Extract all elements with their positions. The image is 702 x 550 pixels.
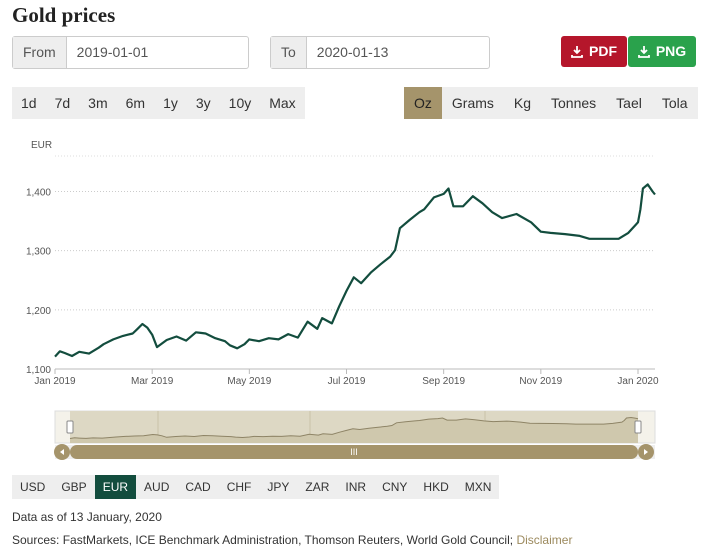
- currency-mxn[interactable]: MXN: [464, 480, 492, 494]
- x-tick-label: Nov 2019: [519, 376, 562, 387]
- to-date-group: To 2020-01-13: [270, 36, 490, 69]
- time-range-selector: 1d 7d 3m 6m 1y 3y 10y Max: [12, 87, 305, 119]
- currency-usd[interactable]: USD: [20, 480, 46, 494]
- download-icon: [637, 46, 650, 58]
- sources-note: Sources: FastMarkets, ICE Benchmark Admi…: [12, 533, 572, 547]
- navigator-area: [70, 417, 638, 443]
- currency-cad[interactable]: CAD: [185, 480, 211, 494]
- range-1d[interactable]: 1d: [21, 95, 37, 111]
- unit-kg[interactable]: Kg: [513, 95, 532, 111]
- range-3m[interactable]: 3m: [88, 95, 108, 111]
- currency-hkd[interactable]: HKD: [423, 480, 449, 494]
- pdf-label: PDF: [589, 43, 617, 59]
- gold-price-chart: 1,100 1,200 1,300 1,400 EUR Jan 2019 Mar 2019 M…: [26, 140, 659, 460]
- range-max[interactable]: Max: [269, 95, 296, 111]
- to-date-input[interactable]: 2020-01-13: [306, 37, 399, 68]
- y-axis-label: EUR: [31, 140, 52, 151]
- y-tick-label: 1,300: [26, 247, 51, 258]
- from-date-input[interactable]: 2019-01-01: [66, 37, 159, 68]
- scroll-right-arrow-icon: [644, 449, 648, 455]
- range-7d[interactable]: 7d: [54, 95, 71, 111]
- currency-chf[interactable]: CHF: [226, 480, 252, 494]
- currency-inr[interactable]: INR: [345, 480, 367, 494]
- from-date-group: From 2019-01-01: [12, 36, 249, 69]
- data-date-note: Data as of 13 January, 2020: [12, 510, 162, 524]
- range-10y[interactable]: 10y: [228, 95, 252, 111]
- unit-grams[interactable]: Grams: [451, 95, 494, 111]
- currency-gbp[interactable]: GBP: [61, 480, 87, 494]
- scrollbar-grip: III: [350, 447, 358, 457]
- disclaimer-link[interactable]: Disclaimer: [516, 533, 573, 547]
- price-series-line: [54, 183, 656, 358]
- scrollbar-thumb: [70, 445, 638, 459]
- x-tick-label: Mar 2019: [131, 376, 174, 387]
- png-download-button[interactable]: PNG: [628, 36, 696, 67]
- navigator-range-handle: [66, 420, 74, 434]
- navigator-series-line: [69, 416, 639, 439]
- pdf-download-button[interactable]: PDF: [561, 36, 627, 67]
- currency-selector: USD GBP EUR AUD CAD CHF JPY ZAR INR CNY HKD MXN: [12, 475, 500, 499]
- unit-tael[interactable]: Tael: [616, 95, 642, 111]
- unit-selector: Oz Grams Kg Tonnes Tael Tola: [404, 87, 698, 119]
- from-label: From: [13, 37, 67, 68]
- range-6m[interactable]: 6m: [125, 95, 146, 111]
- page-title: Gold prices: [12, 3, 116, 27]
- png-label: PNG: [655, 43, 687, 59]
- download-icon: [571, 46, 583, 58]
- y-tick-label: 1,100: [26, 365, 51, 376]
- navigator-range-handle: [634, 420, 642, 434]
- y-tick-label: 1,200: [26, 306, 51, 317]
- currency-eur[interactable]: EUR: [94, 475, 137, 499]
- to-label: To: [271, 37, 307, 68]
- range-3y[interactable]: 3y: [195, 95, 211, 111]
- range-1y[interactable]: 1y: [163, 95, 178, 111]
- currency-jpy[interactable]: JPY: [267, 480, 290, 494]
- x-tick-label: Jul 2019: [328, 376, 366, 387]
- x-tick-label: Jan 2019: [34, 376, 76, 387]
- unit-tola[interactable]: Tola: [661, 95, 688, 111]
- sources-text: Sources: FastMarkets, ICE Benchmark Admi…: [12, 533, 514, 547]
- unit-tonnes[interactable]: Tonnes: [551, 95, 597, 111]
- unit-oz[interactable]: Oz: [404, 87, 442, 119]
- x-tick-label: Sep 2019: [422, 376, 465, 387]
- currency-cny[interactable]: CNY: [382, 480, 408, 494]
- x-tick-label: Jan 2020: [617, 376, 659, 387]
- currency-aud[interactable]: AUD: [144, 480, 170, 494]
- x-tick-label: May 2019: [227, 376, 271, 387]
- y-tick-label: 1,400: [26, 188, 51, 199]
- scroll-left-arrow-icon: [60, 449, 64, 455]
- currency-zar[interactable]: ZAR: [305, 480, 330, 494]
